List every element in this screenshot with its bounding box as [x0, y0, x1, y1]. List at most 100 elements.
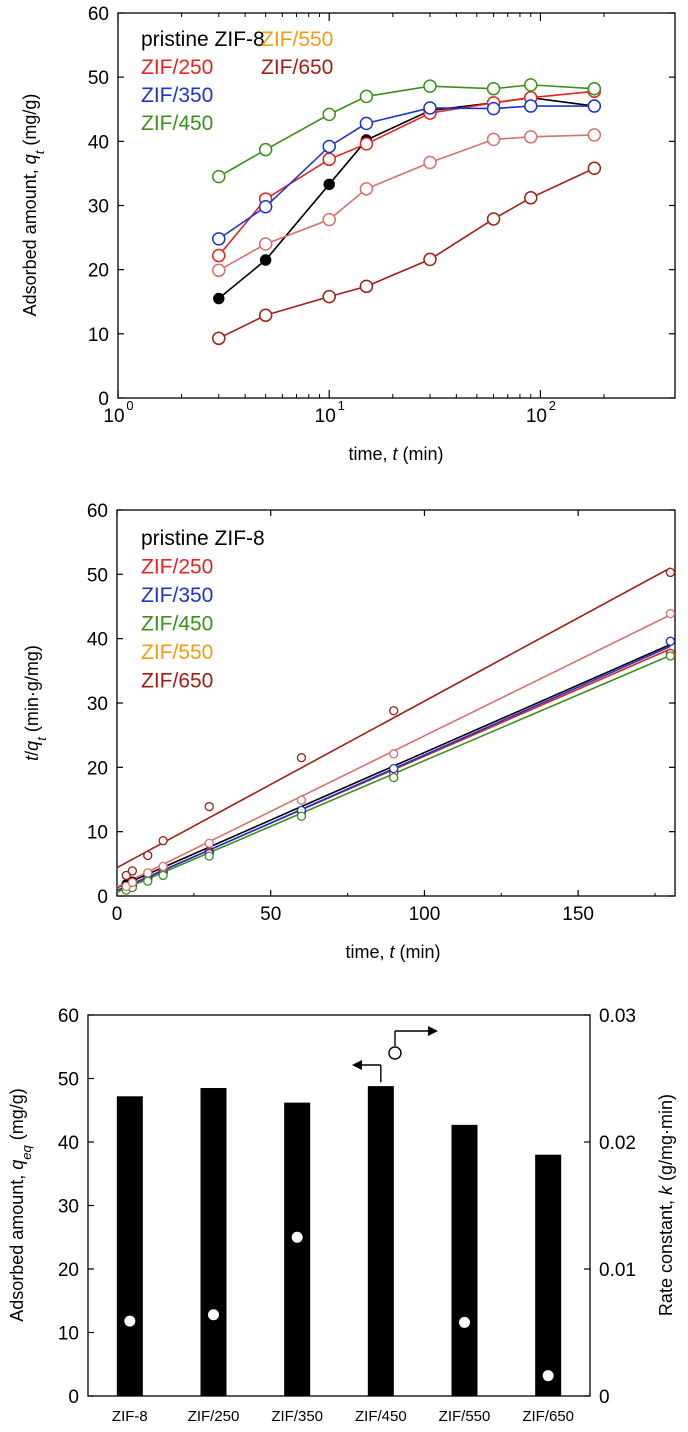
x-tick-label: 100	[409, 904, 441, 925]
data-point	[212, 331, 226, 346]
data-point	[258, 308, 273, 322]
legend-entry: ZIF/450	[141, 112, 213, 135]
y-tick-label: 40	[58, 1133, 79, 1154]
legend-entry: ZIF/350	[141, 584, 213, 607]
y-axis-label: t/qt (min·g/mg)	[22, 645, 49, 761]
x-axis-label: time, t (min)	[348, 444, 443, 464]
x-tick-exponent: 1	[338, 398, 345, 413]
data-point	[524, 78, 538, 92]
legend-entry: pristine ZIF-8	[141, 527, 265, 550]
legend-entry: ZIF/650	[141, 670, 213, 693]
legend-entry: ZIF/550	[141, 641, 213, 664]
data-point	[143, 868, 153, 878]
y-tick-label: 30	[87, 694, 108, 715]
x-tick-label: ZIF/450	[355, 1408, 407, 1425]
bar	[451, 1124, 478, 1396]
data-point	[158, 870, 168, 881]
data-point	[296, 753, 307, 763]
data-point	[259, 254, 272, 266]
data-point	[665, 608, 676, 619]
left-arrowhead	[352, 1060, 362, 1070]
y-tick-label: 30	[88, 197, 109, 218]
data-point	[322, 212, 336, 227]
legend-entry: ZIF/250	[141, 556, 213, 579]
data-point	[587, 161, 602, 176]
x-tick-label: 10	[103, 406, 124, 427]
data-point	[158, 861, 168, 872]
data-point	[212, 248, 226, 263]
y-tick-label: 50	[88, 68, 109, 89]
y-tick-label: 20	[88, 261, 109, 282]
data-point	[121, 870, 131, 881]
data-point	[587, 99, 602, 113]
y-tick-label: 30	[58, 1197, 79, 1218]
y2-tick-label: 0	[599, 1387, 610, 1408]
rate-point	[542, 1370, 554, 1382]
y-tick-label: 10	[88, 325, 109, 346]
legend-entry: ZIF/250	[141, 56, 213, 79]
y-tick-label: 40	[88, 132, 109, 153]
data-point	[296, 811, 307, 821]
data-point	[322, 289, 336, 304]
data-point	[213, 292, 225, 305]
data-point	[665, 651, 676, 661]
data-point	[389, 772, 399, 783]
series-line	[218, 134, 595, 272]
x-axis-label: time, t (min)	[345, 942, 440, 962]
x-tick-label: ZIF/550	[439, 1408, 491, 1425]
right-arrowhead	[428, 1026, 438, 1036]
data-point	[204, 801, 214, 812]
rate-point	[208, 1309, 219, 1321]
data-point	[127, 866, 138, 876]
x-tick-label: 10	[315, 406, 336, 427]
legend-entry: ZIF/650	[261, 56, 333, 79]
x-tick-label: ZIF/250	[188, 1408, 240, 1425]
data-point	[423, 101, 437, 115]
y-axis-label: Adsorbed amount, qt (mg/g)	[20, 94, 47, 317]
x-tick-label: 150	[562, 904, 594, 925]
right-axis-indicator-marker	[388, 1046, 402, 1060]
data-point	[204, 851, 214, 861]
x-tick-label: 10	[526, 406, 547, 427]
rate-point	[124, 1315, 136, 1327]
data-point	[524, 130, 538, 144]
legend-entry: ZIF/350	[141, 84, 213, 107]
data-point	[486, 101, 501, 116]
data-point	[212, 232, 226, 246]
data-point	[359, 89, 374, 104]
data-point	[486, 132, 501, 147]
data-point	[587, 81, 602, 96]
chart-pseudo-second-order-fit: 0 10 20 30 40 50 60 0 50 100 150 time, t (min) t/qt …	[22, 501, 676, 962]
y-tick-label: 0	[68, 1387, 79, 1408]
y-axis-label: Adsorbed amount, qeq (mg/g)	[7, 1088, 34, 1322]
data-point	[389, 706, 399, 716]
y-tick-label: 50	[87, 565, 108, 586]
data-point	[322, 152, 336, 167]
fit-line	[116, 567, 671, 869]
data-point	[389, 749, 399, 759]
data-point	[143, 850, 153, 861]
data-point	[587, 128, 602, 142]
x-tick-label: ZIF/650	[522, 1408, 574, 1425]
data-point	[258, 237, 273, 251]
bar	[200, 1088, 227, 1396]
data-point	[322, 139, 336, 154]
x-tick-exponent: 2	[549, 398, 556, 413]
data-point	[359, 116, 374, 131]
series-line	[218, 167, 595, 340]
x-tick-label: ZIF-8	[112, 1408, 148, 1425]
series-line	[218, 90, 595, 257]
data-point	[665, 567, 676, 578]
y-tick-label: 0	[98, 389, 109, 410]
data-point	[212, 263, 226, 278]
data-point	[127, 877, 138, 888]
data-point	[665, 636, 676, 646]
y-tick-label: 60	[88, 4, 109, 25]
bar	[535, 1154, 562, 1396]
y-tick-label: 60	[58, 1006, 79, 1027]
data-point	[486, 81, 501, 96]
y-tick-label: 10	[87, 823, 108, 844]
y-tick-label: 0	[97, 887, 108, 908]
